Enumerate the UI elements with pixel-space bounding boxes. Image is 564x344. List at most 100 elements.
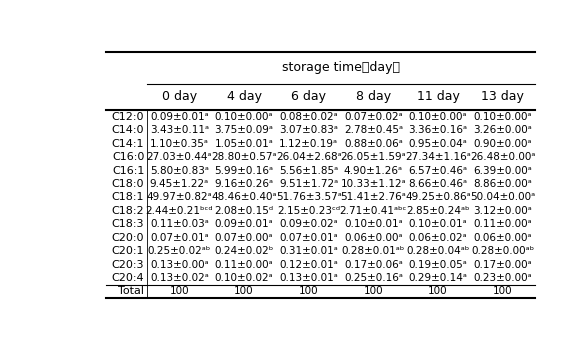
- Text: 0.07±0.02ᵃ: 0.07±0.02ᵃ: [344, 112, 403, 122]
- Text: 5.80±0.83ᵃ: 5.80±0.83ᵃ: [150, 165, 209, 175]
- Text: 48.46±0.40ᵃ: 48.46±0.40ᵃ: [212, 192, 277, 203]
- Text: 1.10±0.35ᵃ: 1.10±0.35ᵃ: [150, 139, 209, 149]
- Text: 0.95±0.04ᵃ: 0.95±0.04ᵃ: [409, 139, 468, 149]
- Text: 3.26±0.00ᵃ: 3.26±0.00ᵃ: [473, 125, 532, 135]
- Text: 0.08±0.02ᵃ: 0.08±0.02ᵃ: [279, 112, 338, 122]
- Text: 0.90±0.00ᵃ: 0.90±0.00ᵃ: [474, 139, 532, 149]
- Text: 5.56±1.85ᵃ: 5.56±1.85ᵃ: [279, 165, 338, 175]
- Text: 11 day: 11 day: [417, 90, 460, 104]
- Text: C18:3: C18:3: [112, 219, 144, 229]
- Text: 0.10±0.01ᵃ: 0.10±0.01ᵃ: [409, 219, 468, 229]
- Text: 0.10±0.02ᵃ: 0.10±0.02ᵃ: [215, 273, 274, 283]
- Text: 0.10±0.00ᵃ: 0.10±0.00ᵃ: [474, 112, 532, 122]
- Text: 27.03±0.44ᵃ: 27.03±0.44ᵃ: [147, 152, 212, 162]
- Text: 0.17±0.00ᵃ: 0.17±0.00ᵃ: [474, 260, 532, 270]
- Text: 0.07±0.01ᵃ: 0.07±0.01ᵃ: [150, 233, 209, 243]
- Text: C18:0: C18:0: [112, 179, 144, 189]
- Text: 0.31±0.01ᵃ: 0.31±0.01ᵃ: [279, 246, 338, 256]
- Text: 2.85±0.24ᵃᵇ: 2.85±0.24ᵃᵇ: [406, 206, 470, 216]
- Text: 4.90±1.26ᵃ: 4.90±1.26ᵃ: [344, 165, 403, 175]
- Text: 2.44±0.21ᵇᶜᵈ: 2.44±0.21ᵇᶜᵈ: [146, 206, 213, 216]
- Text: 51.76±3.57ᵃ: 51.76±3.57ᵃ: [276, 192, 342, 203]
- Text: 26.05±1.59ᵃ: 26.05±1.59ᵃ: [341, 152, 406, 162]
- Text: Total: Total: [118, 287, 144, 297]
- Text: 0.10±0.00ᵃ: 0.10±0.00ᵃ: [215, 112, 274, 122]
- Text: 0.28±0.01ᵃᵇ: 0.28±0.01ᵃᵇ: [342, 246, 405, 256]
- Text: C12:0: C12:0: [112, 112, 144, 122]
- Text: 5.99±0.16ᵃ: 5.99±0.16ᵃ: [214, 165, 274, 175]
- Text: 0.29±0.14ᵃ: 0.29±0.14ᵃ: [409, 273, 468, 283]
- Text: 3.36±0.16ᵃ: 3.36±0.16ᵃ: [408, 125, 468, 135]
- Text: 0 day: 0 day: [162, 90, 197, 104]
- Text: 26.04±2.68ᵃ: 26.04±2.68ᵃ: [276, 152, 342, 162]
- Text: C14:0: C14:0: [112, 125, 144, 135]
- Text: 2.08±0.15ᵈ: 2.08±0.15ᵈ: [214, 206, 274, 216]
- Text: 0.17±0.06ᵃ: 0.17±0.06ᵃ: [344, 260, 403, 270]
- Text: 100: 100: [170, 287, 189, 297]
- Text: 0.07±0.01ᵃ: 0.07±0.01ᵃ: [279, 233, 338, 243]
- Text: 100: 100: [234, 287, 254, 297]
- Text: 0.07±0.00ᵃ: 0.07±0.00ᵃ: [215, 233, 274, 243]
- Text: 0.24±0.02ᵇ: 0.24±0.02ᵇ: [214, 246, 274, 256]
- Text: 2.15±0.23ᶜᵈ: 2.15±0.23ᶜᵈ: [277, 206, 340, 216]
- Text: 100: 100: [299, 287, 319, 297]
- Text: 3.43±0.11ᵃ: 3.43±0.11ᵃ: [150, 125, 209, 135]
- Text: 8.86±0.00ᵃ: 8.86±0.00ᵃ: [473, 179, 532, 189]
- Text: C20:3: C20:3: [112, 260, 144, 270]
- Text: 100: 100: [493, 287, 513, 297]
- Text: 2.78±0.45ᵃ: 2.78±0.45ᵃ: [344, 125, 403, 135]
- Text: 49.25±0.86ᵃ: 49.25±0.86ᵃ: [406, 192, 471, 203]
- Text: 51.41±2.76ᵃ: 51.41±2.76ᵃ: [341, 192, 406, 203]
- Text: 3.07±0.83ᵃ: 3.07±0.83ᵃ: [279, 125, 338, 135]
- Text: 0.11±0.00ᵃ: 0.11±0.00ᵃ: [215, 260, 274, 270]
- Text: 0.28±0.00ᵃᵇ: 0.28±0.00ᵃᵇ: [472, 246, 534, 256]
- Text: 1.05±0.01ᵃ: 1.05±0.01ᵃ: [215, 139, 274, 149]
- Text: C18:1: C18:1: [112, 192, 144, 203]
- Text: C16:1: C16:1: [112, 165, 144, 175]
- Text: 0.11±0.03ᵃ: 0.11±0.03ᵃ: [150, 219, 209, 229]
- Text: 1.12±0.19ᵃ: 1.12±0.19ᵃ: [279, 139, 338, 149]
- Text: 0.12±0.01ᵃ: 0.12±0.01ᵃ: [279, 260, 338, 270]
- Text: 0.10±0.00ᵃ: 0.10±0.00ᵃ: [409, 112, 468, 122]
- Text: 0.09±0.02ᵃ: 0.09±0.02ᵃ: [279, 219, 338, 229]
- Text: C20:4: C20:4: [112, 273, 144, 283]
- Text: 0.25±0.16ᵃ: 0.25±0.16ᵃ: [344, 273, 403, 283]
- Text: 100: 100: [428, 287, 448, 297]
- Text: 0.10±0.01ᵃ: 0.10±0.01ᵃ: [344, 219, 403, 229]
- Text: 0.88±0.06ᵃ: 0.88±0.06ᵃ: [344, 139, 403, 149]
- Text: 4 day: 4 day: [227, 90, 262, 104]
- Text: 3.75±0.09ᵃ: 3.75±0.09ᵃ: [214, 125, 274, 135]
- Text: 13 day: 13 day: [481, 90, 524, 104]
- Text: 8.66±0.46ᵃ: 8.66±0.46ᵃ: [408, 179, 468, 189]
- Text: C16:0: C16:0: [112, 152, 144, 162]
- Text: 0.06±0.02ᵃ: 0.06±0.02ᵃ: [409, 233, 468, 243]
- Text: C18:2: C18:2: [112, 206, 144, 216]
- Text: 0.28±0.04ᵃᵇ: 0.28±0.04ᵃᵇ: [407, 246, 470, 256]
- Text: 0.06±0.00ᵃ: 0.06±0.00ᵃ: [344, 233, 403, 243]
- Text: 50.04±0.00ᵃ: 50.04±0.00ᵃ: [470, 192, 535, 203]
- Text: 0.19±0.05ᵃ: 0.19±0.05ᵃ: [409, 260, 468, 270]
- Text: 27.34±1.16ᵃ: 27.34±1.16ᵃ: [405, 152, 471, 162]
- Text: 6 day: 6 day: [291, 90, 326, 104]
- Text: 10.33±1.12ᵃ: 10.33±1.12ᵃ: [341, 179, 406, 189]
- Text: 2.71±0.41ᵃᵇᶜ: 2.71±0.41ᵃᵇᶜ: [340, 206, 407, 216]
- Text: 0.06±0.00ᵃ: 0.06±0.00ᵃ: [474, 233, 532, 243]
- Text: C14:1: C14:1: [112, 139, 144, 149]
- Text: 0.13±0.01ᵃ: 0.13±0.01ᵃ: [279, 273, 338, 283]
- Text: 0.25±0.02ᵃᵇ: 0.25±0.02ᵃᵇ: [148, 246, 211, 256]
- Text: 0.13±0.02ᵃ: 0.13±0.02ᵃ: [150, 273, 209, 283]
- Text: 26.48±0.00ᵃ: 26.48±0.00ᵃ: [470, 152, 535, 162]
- Text: 9.45±1.22ᵃ: 9.45±1.22ᵃ: [150, 179, 209, 189]
- Text: 0.09±0.01ᵃ: 0.09±0.01ᵃ: [215, 219, 274, 229]
- Text: C20:0: C20:0: [112, 233, 144, 243]
- Text: 49.97±0.82ᵃ: 49.97±0.82ᵃ: [147, 192, 212, 203]
- Text: 6.57±0.46ᵃ: 6.57±0.46ᵃ: [408, 165, 468, 175]
- Text: 9.16±0.26ᵃ: 9.16±0.26ᵃ: [214, 179, 274, 189]
- Text: 28.80±0.57ᵃ: 28.80±0.57ᵃ: [212, 152, 277, 162]
- Text: 0.11±0.00ᵃ: 0.11±0.00ᵃ: [474, 219, 532, 229]
- Text: 0.13±0.00ᵃ: 0.13±0.00ᵃ: [150, 260, 209, 270]
- Text: 0.09±0.01ᵃ: 0.09±0.01ᵃ: [150, 112, 209, 122]
- Text: 9.51±1.72ᵃ: 9.51±1.72ᵃ: [279, 179, 338, 189]
- Text: C20:1: C20:1: [112, 246, 144, 256]
- Text: 100: 100: [364, 287, 383, 297]
